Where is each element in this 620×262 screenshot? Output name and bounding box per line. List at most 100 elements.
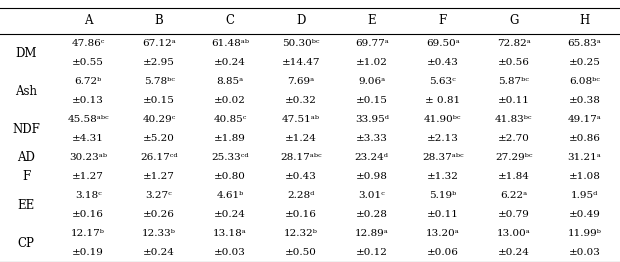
Text: 12.32ᵇ: 12.32ᵇ bbox=[284, 229, 318, 238]
Text: 3.18ᶜ: 3.18ᶜ bbox=[75, 191, 102, 200]
Text: 25.33ᶜᵈ: 25.33ᶜᵈ bbox=[211, 153, 249, 162]
Text: 72.82ᵃ: 72.82ᵃ bbox=[497, 39, 531, 48]
Text: ±0.50: ±0.50 bbox=[285, 248, 317, 257]
Text: ±5.20: ±5.20 bbox=[143, 134, 175, 143]
Text: ±1.27: ±1.27 bbox=[72, 172, 104, 181]
Text: 41.83ᵇᶜ: 41.83ᵇᶜ bbox=[495, 115, 533, 124]
Text: 65.83ᵃ: 65.83ᵃ bbox=[567, 39, 601, 48]
Text: ±1.32: ±1.32 bbox=[427, 172, 459, 181]
Text: 47.51ᵃᵇ: 47.51ᵃᵇ bbox=[282, 115, 320, 124]
Text: 1.95ᵈ: 1.95ᵈ bbox=[571, 191, 598, 200]
Text: 11.99ᵇ: 11.99ᵇ bbox=[567, 229, 601, 238]
Text: 9.06ᵃ: 9.06ᵃ bbox=[358, 77, 386, 86]
Text: EE: EE bbox=[17, 199, 35, 211]
Text: ±0.86: ±0.86 bbox=[569, 134, 601, 143]
Text: ± 0.81: ± 0.81 bbox=[425, 96, 460, 105]
Text: ±0.16: ±0.16 bbox=[72, 210, 104, 219]
Text: ±2.95: ±2.95 bbox=[143, 58, 175, 67]
Text: ±0.25: ±0.25 bbox=[569, 58, 601, 67]
Text: ±0.15: ±0.15 bbox=[356, 96, 388, 105]
Text: D: D bbox=[296, 14, 306, 28]
Text: 2.28ᵈ: 2.28ᵈ bbox=[287, 191, 314, 200]
Text: ±0.11: ±0.11 bbox=[498, 96, 529, 105]
Text: 6.08ᵇᶜ: 6.08ᵇᶜ bbox=[569, 77, 600, 86]
Text: 5.78ᵇᶜ: 5.78ᵇᶜ bbox=[144, 77, 174, 86]
Text: ±0.03: ±0.03 bbox=[214, 248, 246, 257]
Text: 40.85ᶜ: 40.85ᶜ bbox=[213, 115, 247, 124]
Text: ±0.24: ±0.24 bbox=[143, 248, 175, 257]
Text: ±0.28: ±0.28 bbox=[356, 210, 388, 219]
Text: 40.29ᶜ: 40.29ᶜ bbox=[143, 115, 175, 124]
Text: ±1.84: ±1.84 bbox=[498, 172, 529, 181]
Text: ±2.70: ±2.70 bbox=[498, 134, 529, 143]
Text: 27.29ᵇᶜ: 27.29ᵇᶜ bbox=[495, 153, 533, 162]
Text: 61.48ᵃᵇ: 61.48ᵃᵇ bbox=[211, 39, 249, 48]
Text: ±0.02: ±0.02 bbox=[214, 96, 246, 105]
Text: 28.17ᵃᵇᶜ: 28.17ᵃᵇᶜ bbox=[280, 153, 322, 162]
Text: ±1.27: ±1.27 bbox=[143, 172, 175, 181]
Text: ±0.13: ±0.13 bbox=[72, 96, 104, 105]
Text: ±0.32: ±0.32 bbox=[285, 96, 317, 105]
Text: 50.30ᵇᶜ: 50.30ᵇᶜ bbox=[282, 39, 320, 48]
Text: ±0.12: ±0.12 bbox=[356, 248, 388, 257]
Text: NDF: NDF bbox=[12, 123, 40, 135]
Text: ±0.98: ±0.98 bbox=[356, 172, 388, 181]
Text: 47.86ᶜ: 47.86ᶜ bbox=[71, 39, 105, 48]
Text: 23.24ᵈ: 23.24ᵈ bbox=[355, 153, 389, 162]
Text: ±0.79: ±0.79 bbox=[498, 210, 529, 219]
Text: 67.12ᵃ: 67.12ᵃ bbox=[142, 39, 176, 48]
Text: ±0.26: ±0.26 bbox=[143, 210, 175, 219]
Text: 6.22ᵃ: 6.22ᵃ bbox=[500, 191, 527, 200]
Text: ±0.55: ±0.55 bbox=[72, 58, 104, 67]
Text: 13.00ᵃ: 13.00ᵃ bbox=[497, 229, 531, 238]
Text: 69.50ᵃ: 69.50ᵃ bbox=[426, 39, 459, 48]
Text: ±0.49: ±0.49 bbox=[569, 210, 601, 219]
Text: ±0.56: ±0.56 bbox=[498, 58, 529, 67]
Text: ±0.11: ±0.11 bbox=[427, 210, 459, 219]
Text: 5.19ᵇ: 5.19ᵇ bbox=[429, 191, 456, 200]
Text: 4.61ᵇ: 4.61ᵇ bbox=[216, 191, 244, 200]
Text: 33.95ᵈ: 33.95ᵈ bbox=[355, 115, 389, 124]
Text: 49.17ᵃ: 49.17ᵃ bbox=[567, 115, 601, 124]
Text: ±3.33: ±3.33 bbox=[356, 134, 388, 143]
Text: ±2.13: ±2.13 bbox=[427, 134, 459, 143]
Text: A: A bbox=[84, 14, 92, 28]
Text: 5.63ᶜ: 5.63ᶜ bbox=[429, 77, 456, 86]
Text: 30.23ᵃᵇ: 30.23ᵃᵇ bbox=[69, 153, 107, 162]
Text: ±0.43: ±0.43 bbox=[285, 172, 317, 181]
Text: G: G bbox=[509, 14, 518, 28]
Text: ±1.08: ±1.08 bbox=[569, 172, 601, 181]
Text: 12.33ᵇ: 12.33ᵇ bbox=[142, 229, 176, 238]
Text: 45.58ᵃᵇᶜ: 45.58ᵃᵇᶜ bbox=[68, 115, 109, 124]
Text: Ash: Ash bbox=[15, 85, 37, 97]
Text: F: F bbox=[438, 14, 447, 28]
Text: ±0.24: ±0.24 bbox=[214, 210, 246, 219]
Text: ±0.16: ±0.16 bbox=[285, 210, 317, 219]
Text: ±0.19: ±0.19 bbox=[72, 248, 104, 257]
Text: ±0.15: ±0.15 bbox=[143, 96, 175, 105]
Text: ±0.03: ±0.03 bbox=[569, 248, 601, 257]
Text: 41.90ᵇᶜ: 41.90ᵇᶜ bbox=[424, 115, 461, 124]
Text: AD: AD bbox=[17, 151, 35, 164]
Text: 13.18ᵃ: 13.18ᵃ bbox=[213, 229, 247, 238]
Text: 8.85ᵃ: 8.85ᵃ bbox=[216, 77, 244, 86]
Text: ±1.02: ±1.02 bbox=[356, 58, 388, 67]
Text: 3.01ᶜ: 3.01ᶜ bbox=[358, 191, 385, 200]
Text: ±1.89: ±1.89 bbox=[214, 134, 246, 143]
Text: 31.21ᵃ: 31.21ᵃ bbox=[567, 153, 601, 162]
Text: F: F bbox=[22, 170, 30, 183]
Text: 13.20ᵃ: 13.20ᵃ bbox=[426, 229, 459, 238]
Text: ±0.80: ±0.80 bbox=[214, 172, 246, 181]
Text: H: H bbox=[580, 14, 590, 28]
Text: 3.27ᶜ: 3.27ᶜ bbox=[146, 191, 172, 200]
Text: B: B bbox=[155, 14, 164, 28]
Text: ±0.06: ±0.06 bbox=[427, 248, 459, 257]
Text: 26.17ᶜᵈ: 26.17ᶜᵈ bbox=[140, 153, 178, 162]
Text: 6.72ᵇ: 6.72ᵇ bbox=[74, 77, 102, 86]
Text: ±0.43: ±0.43 bbox=[427, 58, 459, 67]
Text: 12.17ᵇ: 12.17ᵇ bbox=[71, 229, 105, 238]
Text: ±14.47: ±14.47 bbox=[281, 58, 320, 67]
Text: 28.37ᵃᵇᶜ: 28.37ᵃᵇᶜ bbox=[422, 153, 464, 162]
Text: ±0.24: ±0.24 bbox=[214, 58, 246, 67]
Text: 69.77ᵃ: 69.77ᵃ bbox=[355, 39, 389, 48]
